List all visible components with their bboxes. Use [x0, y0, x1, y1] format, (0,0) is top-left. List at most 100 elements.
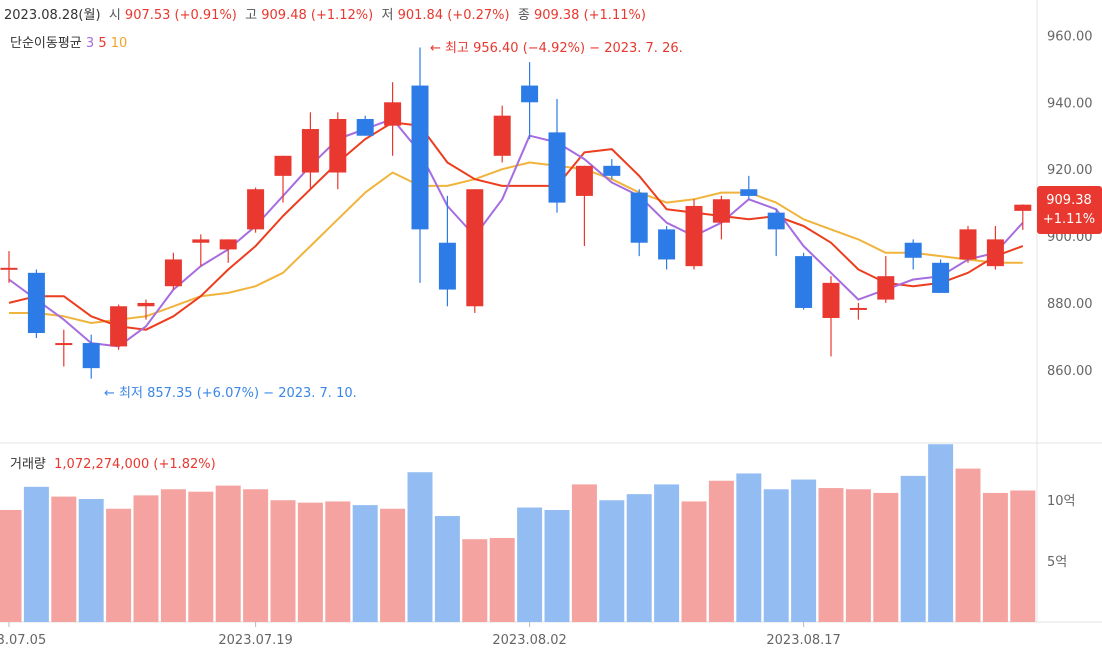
volume-bar: [517, 507, 543, 622]
ma-legend-label: 단순이동평균: [10, 36, 82, 51]
volume-bar: [160, 489, 186, 622]
volume-label: 거래량: [10, 457, 46, 472]
volume-bar: [434, 516, 460, 622]
volume-bar: [489, 537, 515, 622]
open-value: 907.53 (+0.91%): [124, 8, 237, 23]
close-value: 909.38 (+1.11%): [533, 8, 646, 23]
candle-body: [82, 343, 100, 369]
candle-body: [55, 343, 73, 346]
volume-bar: [654, 484, 680, 622]
volume-bar: [982, 492, 1008, 622]
high-value: 909.48 (+1.12%): [261, 8, 374, 23]
ma3-line: [8, 118, 1024, 348]
volume-tick-label: 5억: [1047, 555, 1067, 570]
candle: [301, 112, 319, 190]
volume-bar: [78, 499, 104, 622]
candle: [384, 82, 402, 156]
date-tick-label: 2023.08.02: [492, 633, 566, 648]
volume-bar: [873, 492, 899, 622]
candle: [712, 195, 730, 240]
volume-bar: [1010, 490, 1036, 622]
volume-bar: [599, 500, 625, 622]
candle: [904, 239, 922, 270]
candle: [438, 195, 456, 307]
price-badge: 909.38 +1.11%: [1037, 186, 1102, 234]
candle: [630, 189, 648, 257]
candle: [849, 302, 867, 320]
candle: [164, 252, 182, 290]
candle-body: [548, 132, 566, 203]
volume-bar: [407, 472, 433, 622]
price-tick-label: 940.00: [1047, 96, 1093, 111]
candle-body: [685, 205, 703, 267]
candle: [27, 269, 45, 339]
low-annotation: ← 최저 857.35 (+6.07%) − 2023. 7. 10.: [104, 386, 357, 401]
candle-body: [27, 272, 45, 334]
candle: [192, 234, 210, 267]
volume-bar: [544, 509, 570, 622]
candle: [82, 334, 100, 379]
candlesticks: [0, 47, 1032, 379]
volume-bar: [928, 444, 954, 622]
candle-body: [630, 192, 648, 243]
volume-bar: [297, 502, 323, 622]
volume-bar: [325, 501, 351, 622]
ma5-legend: 5: [98, 36, 107, 51]
volume-bar: [352, 505, 378, 622]
candle-body: [795, 256, 813, 308]
candle-body: [466, 189, 484, 307]
candle-body: [986, 239, 1004, 267]
candle-body: [164, 259, 182, 287]
candle: [274, 155, 292, 203]
volume-bar: [243, 489, 269, 622]
volume-bar: [106, 508, 132, 622]
volume-bar: [462, 539, 488, 622]
candle-body: [301, 129, 319, 173]
candle-body: [274, 155, 292, 176]
candle: [575, 165, 593, 247]
candle-body: [192, 239, 210, 243]
candle-body: [658, 229, 676, 260]
candle-body: [575, 165, 593, 196]
candle: [247, 187, 265, 233]
candle-body: [904, 242, 922, 258]
candle-body: [110, 306, 128, 347]
price-badge-change: +1.11%: [1043, 212, 1095, 227]
candle: [740, 175, 758, 200]
candle: [548, 98, 566, 213]
candle: [795, 252, 813, 310]
volume-bar: [51, 496, 77, 622]
volume-bar: [133, 495, 159, 622]
volume-bar: [763, 489, 789, 622]
ma-legend[interactable]: 단순이동평균 3 5 10: [10, 32, 127, 51]
price-tick-label: 860.00: [1047, 364, 1093, 379]
candle-body: [521, 85, 539, 103]
candle: [685, 199, 703, 270]
header-date: 2023.08.28(월): [4, 8, 101, 23]
candle-body: [219, 239, 237, 250]
volume-bar: [23, 486, 49, 622]
candle-body: [438, 242, 456, 290]
candle-body: [384, 102, 402, 126]
candle-body: [849, 307, 867, 310]
volume-bar: [215, 485, 241, 622]
candle-body: [137, 302, 155, 307]
candle: [466, 189, 484, 313]
candle: [0, 251, 18, 283]
volume-bar: [571, 484, 597, 622]
candle: [110, 304, 128, 350]
candle: [329, 112, 347, 190]
candle: [822, 276, 840, 357]
candle-body: [0, 267, 18, 270]
volume-bar: [380, 508, 406, 622]
candle: [1014, 204, 1032, 230]
candle: [411, 47, 429, 283]
candle-body: [712, 199, 730, 223]
price-tick-label: 920.00: [1047, 163, 1093, 178]
candle: [55, 329, 73, 367]
candle-body: [329, 119, 347, 173]
ma3-legend: 3: [85, 36, 95, 51]
candle: [493, 105, 511, 163]
